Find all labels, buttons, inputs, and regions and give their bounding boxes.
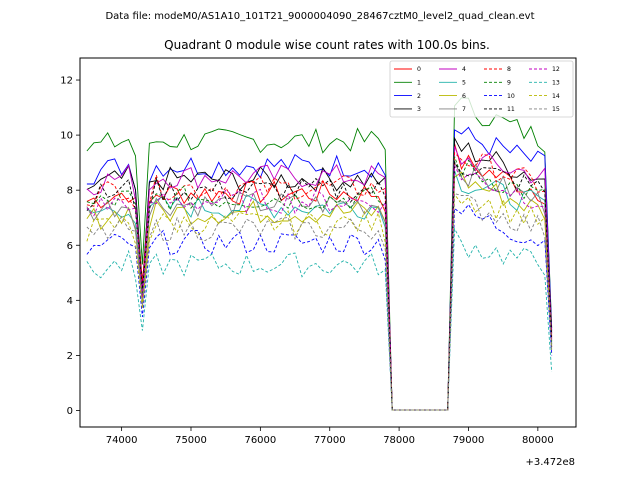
series-line-7 [86,162,553,411]
y-tick-label: 8 [67,186,73,197]
legend-label-0: 0 [417,66,421,73]
legend-label-12: 12 [552,66,560,73]
legend-box [389,60,574,118]
series-line-10 [86,203,553,411]
series-line-13 [86,227,553,411]
x-tick-label: 76000 [244,435,276,446]
plot-frame [79,57,577,428]
legend-label-9: 9 [507,80,511,87]
y-tick-label: 12 [60,76,73,87]
legend-label-6: 6 [462,93,466,100]
x-tick-label: 79000 [453,435,485,446]
legend-label-13: 13 [552,80,560,87]
x-offset-label: +3.472e8 [525,457,575,468]
y-tick-label: 10 [60,131,73,142]
y-tick-label: 0 [67,406,73,417]
legend-label-15: 15 [552,106,560,113]
series-line-6 [86,171,553,411]
series-layer [86,97,553,411]
legend-label-3: 3 [417,106,421,113]
series-line-11 [86,160,553,411]
figure-suptitle: Data file: modeM0/AS1A10_101T21_90000040… [105,11,534,22]
legend-label-4: 4 [462,66,466,73]
x-tick-label: 77000 [314,435,346,446]
y-tick-label: 6 [67,241,73,252]
series-line-2 [86,126,553,411]
x-tick-label: 80000 [522,435,554,446]
series-line-8 [86,151,553,411]
legend-label-7: 7 [462,106,466,113]
x-tick-label: 74000 [106,435,138,446]
legend-label-10: 10 [507,93,515,100]
y-tick-label: 2 [67,351,73,362]
y-tick-label: 4 [67,296,73,307]
series-line-14 [86,192,553,411]
legend-label-14: 14 [552,93,560,100]
chart-title: Quadrant 0 module wise count rates with … [164,38,490,52]
x-tick-label: 78000 [383,435,415,446]
series-line-3 [86,136,553,411]
legend-label-5: 5 [462,80,466,87]
series-line-12 [86,165,553,411]
legend-label-8: 8 [507,66,511,73]
legend-label-1: 1 [417,80,421,87]
x-tick-label: 75000 [175,435,207,446]
legend-label-2: 2 [417,93,421,100]
axis-layer: 74000 75000 76000 77000 78000 79000 80000 0 2 4 6 8… [60,76,553,446]
legend-label-11: 11 [507,106,515,113]
